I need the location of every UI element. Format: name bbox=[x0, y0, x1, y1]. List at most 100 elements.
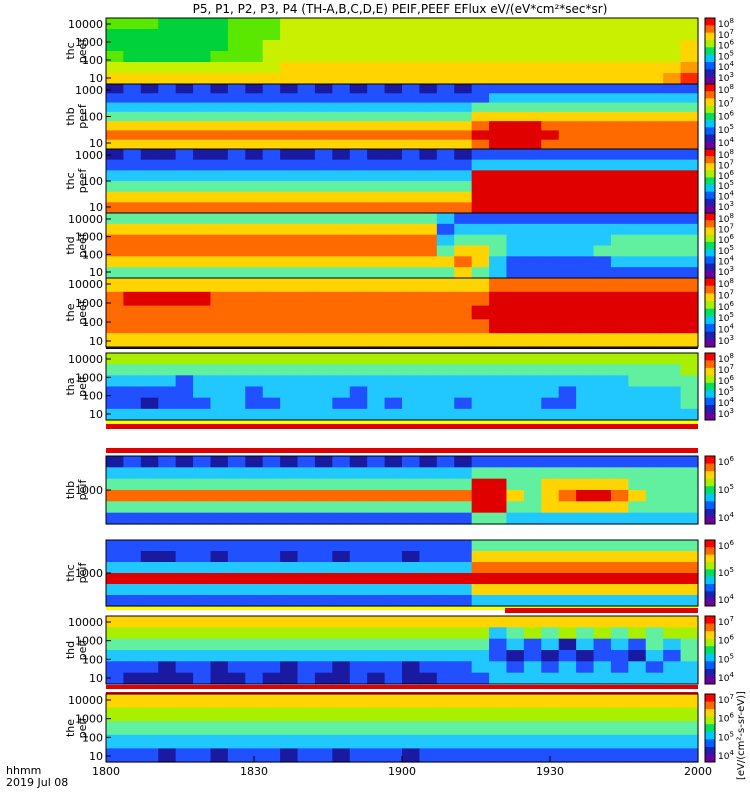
heatmap-cell bbox=[227, 721, 246, 736]
heatmap-cell bbox=[506, 202, 525, 214]
heatmap-cell bbox=[436, 29, 455, 41]
heatmap-cell bbox=[541, 202, 560, 214]
heatmap-cell bbox=[628, 170, 647, 182]
colorbar-tick-label: 107 bbox=[718, 693, 734, 706]
heatmap-cell bbox=[419, 181, 438, 193]
heatmap-cell bbox=[576, 573, 595, 585]
heatmap-cell bbox=[454, 501, 473, 514]
heatmap-cell bbox=[367, 84, 386, 94]
heatmap-cell bbox=[193, 93, 212, 104]
colorbar-exponent: 5 bbox=[729, 311, 733, 319]
heatmap-cell bbox=[558, 616, 577, 628]
heatmap-cell bbox=[645, 551, 664, 563]
heatmap-cell bbox=[175, 501, 194, 514]
heatmap-cell bbox=[471, 386, 490, 399]
heatmap-cell bbox=[419, 51, 438, 63]
heatmap-cell bbox=[489, 721, 508, 736]
heatmap-cell bbox=[402, 111, 421, 122]
heatmap-cell bbox=[297, 397, 316, 410]
heatmap-cell bbox=[245, 93, 264, 104]
heatmap-cell bbox=[193, 721, 212, 736]
heatmap-cell bbox=[628, 29, 647, 41]
heatmap-cell bbox=[349, 333, 368, 348]
heatmap-cell bbox=[123, 202, 142, 214]
colorbar-segment bbox=[705, 141, 715, 150]
heatmap-cell bbox=[628, 467, 647, 480]
heatmap-cell bbox=[314, 159, 333, 171]
heatmap-cell bbox=[314, 661, 333, 674]
heatmap-cell bbox=[471, 130, 490, 141]
heatmap-cell bbox=[175, 375, 194, 388]
heatmap-cell bbox=[193, 616, 212, 628]
heatmap-cell bbox=[210, 661, 229, 674]
heatmap-cell bbox=[193, 319, 212, 334]
heatmap-cell bbox=[454, 650, 473, 662]
heatmap-cell bbox=[471, 353, 490, 365]
heatmap-cell bbox=[489, 694, 508, 709]
heatmap-cell bbox=[227, 84, 246, 94]
colorbar-segment bbox=[705, 390, 715, 399]
heatmap-cell bbox=[419, 501, 438, 514]
heatmap-cell bbox=[523, 245, 542, 257]
heatmap-cell bbox=[123, 672, 142, 685]
heatmap-cell bbox=[384, 734, 403, 749]
heatmap-cell bbox=[680, 627, 699, 640]
heatmap-cell bbox=[210, 170, 229, 182]
heatmap-cell bbox=[436, 245, 455, 257]
heatmap-cell bbox=[663, 672, 682, 685]
heatmap-cell bbox=[175, 84, 194, 94]
heatmap-cell bbox=[314, 748, 333, 763]
heatmap-cell bbox=[193, 181, 212, 193]
heatmap-cell bbox=[506, 353, 525, 365]
colorbar-exponent: 3 bbox=[729, 71, 733, 79]
heatmap-cell bbox=[332, 467, 351, 480]
colorbar-exponent: 4 bbox=[729, 593, 734, 601]
colorbar-segment bbox=[705, 405, 715, 414]
heatmap-cell bbox=[402, 595, 421, 607]
heatmap-cell bbox=[384, 573, 403, 585]
heatmap-cell bbox=[384, 748, 403, 763]
heatmap-cell bbox=[140, 73, 159, 85]
heatmap-cell bbox=[454, 707, 473, 722]
heatmap-cell bbox=[541, 501, 560, 514]
heatmap-cell bbox=[471, 694, 490, 709]
x-tick-label: 2000 bbox=[684, 765, 712, 778]
heatmap-cell bbox=[349, 181, 368, 193]
heatmap-cell bbox=[541, 291, 560, 307]
heatmap-cell bbox=[402, 661, 421, 674]
heatmap-cell bbox=[140, 62, 159, 74]
heatmap-cell bbox=[123, 73, 142, 85]
heatmap-cell bbox=[576, 375, 595, 388]
heatmap-cell bbox=[471, 305, 490, 320]
colorbar-segment bbox=[705, 731, 715, 740]
heatmap-cell bbox=[297, 111, 316, 122]
heatmap-cell bbox=[576, 213, 595, 225]
heatmap-cell bbox=[245, 121, 264, 132]
heatmap-cell bbox=[349, 256, 368, 268]
heatmap-cell bbox=[175, 256, 194, 268]
y-tick-label: 1000 bbox=[75, 149, 103, 162]
heatmap-cell bbox=[140, 333, 159, 348]
heatmap-cell bbox=[297, 661, 316, 674]
y-tick-label: 10000 bbox=[68, 353, 103, 366]
heatmap-cell bbox=[245, 616, 264, 628]
heatmap-cell bbox=[436, 627, 455, 640]
heatmap-cell bbox=[593, 734, 612, 749]
heatmap-cell bbox=[471, 734, 490, 749]
heatmap-cell bbox=[419, 595, 438, 607]
colorbar-segment bbox=[705, 18, 715, 26]
heatmap-cell bbox=[280, 93, 299, 104]
y-tick-label: 10 bbox=[89, 201, 103, 214]
heatmap-cell bbox=[558, 256, 577, 268]
heatmap-cell bbox=[193, 661, 212, 674]
heatmap-cell bbox=[262, 223, 281, 236]
heatmap-cell bbox=[158, 397, 177, 410]
heatmap-cell bbox=[227, 130, 246, 141]
heatmap-cell bbox=[367, 234, 386, 247]
heatmap-cell bbox=[332, 478, 351, 491]
heatmap-cell bbox=[628, 245, 647, 257]
heatmap-cell bbox=[297, 353, 316, 365]
heatmap-cell bbox=[193, 627, 212, 640]
